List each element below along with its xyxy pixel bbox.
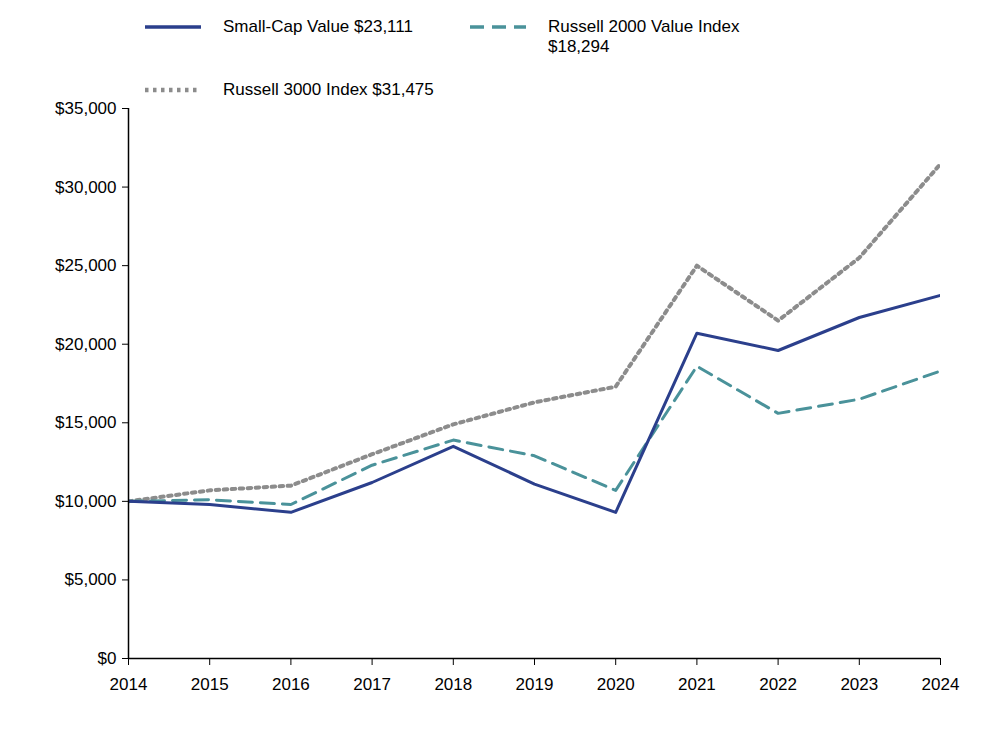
html-text:Small-Cap Value $23,111: Small-Cap Value $23,111 bbox=[223, 17, 413, 36]
svg-text:$10,000: $10,000 bbox=[55, 492, 116, 511]
svg-text:2023: 2023 bbox=[840, 675, 878, 694]
html-text:Russell 2000 Value Index $18,2: Russell 2000 Value Index $18,294 bbox=[548, 17, 740, 56]
svg-text:2015: 2015 bbox=[191, 675, 229, 694]
html-text:Russell 3000 Index $31,475: Russell 3000 Index $31,475 bbox=[223, 80, 434, 99]
svg-text:2022: 2022 bbox=[759, 675, 797, 694]
svg-text:$0: $0 bbox=[98, 649, 117, 668]
svg-text:2024: 2024 bbox=[922, 675, 960, 694]
svg-text:$20,000: $20,000 bbox=[55, 335, 116, 354]
svg-text:2020: 2020 bbox=[597, 675, 635, 694]
svg-text:$25,000: $25,000 bbox=[55, 256, 116, 275]
svg-text:2014: 2014 bbox=[110, 675, 148, 694]
svg-text:2018: 2018 bbox=[434, 675, 472, 694]
svg-text:$15,000: $15,000 bbox=[55, 413, 116, 432]
svg-text:$30,000: $30,000 bbox=[55, 178, 116, 197]
svg-text:2017: 2017 bbox=[353, 675, 391, 694]
svg-text:2016: 2016 bbox=[272, 675, 310, 694]
svg-text:2019: 2019 bbox=[516, 675, 554, 694]
svg-text:2021: 2021 bbox=[678, 675, 716, 694]
svg-text:$5,000: $5,000 bbox=[65, 570, 117, 589]
svg-text:$35,000: $35,000 bbox=[55, 100, 116, 118]
